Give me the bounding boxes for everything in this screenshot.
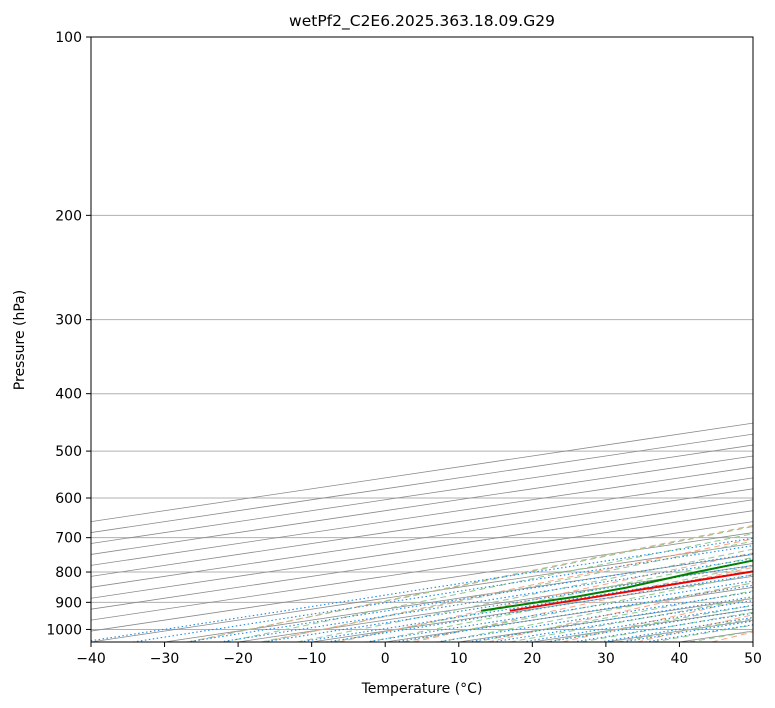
isotherm--40 <box>91 543 753 642</box>
y-tick-label: 600 <box>55 491 82 507</box>
mixing-ratio-0.6 <box>219 558 753 642</box>
dry-adiabat--20 <box>264 538 753 642</box>
moist-adiabat--20 <box>260 540 753 642</box>
grid-lines <box>91 37 753 642</box>
x-axis-label: Temperature (°C) <box>361 681 483 697</box>
x-tick-label: 20 <box>523 651 541 667</box>
x-tick-label: −40 <box>76 651 106 667</box>
y-tick-label: 1000 <box>46 622 82 638</box>
x-tick-label: −10 <box>297 651 327 667</box>
isotherm-40 <box>679 630 753 642</box>
isotherm--130 <box>91 444 753 544</box>
x-tick-label: 10 <box>450 651 468 667</box>
isotherm--20 <box>238 565 753 642</box>
x-tick-label: −30 <box>150 651 180 667</box>
y-tick-label: 100 <box>55 30 82 46</box>
y-tick-label: 700 <box>55 531 82 547</box>
dry-adiabat-10 <box>487 581 753 642</box>
y-axis-label: Pressure (hPa) <box>12 290 28 390</box>
mixing-ratio-0.1 <box>91 537 753 642</box>
mixing-ratio-1.5 <box>299 570 753 642</box>
y-tick-label: 800 <box>55 565 82 581</box>
isotherm--30 <box>164 554 753 642</box>
isotherm--90 <box>91 488 753 588</box>
mixing-ratio-13 <box>522 604 753 642</box>
isotherm--80 <box>91 499 753 599</box>
moist-adiabat--5 <box>368 565 753 642</box>
x-tick-label: 30 <box>597 651 615 667</box>
moist-adiabat-0 <box>403 574 753 642</box>
x-tick-label: −20 <box>223 651 253 667</box>
mixing-ratio-10 <box>492 600 753 642</box>
moist-adiabat-15 <box>509 597 753 642</box>
isotherm--70 <box>91 510 753 610</box>
mixing-ratio-8 <box>467 596 753 642</box>
isotherm--140 <box>91 433 753 533</box>
y-tick-label: 400 <box>55 387 82 403</box>
x-tick-label: 0 <box>381 651 390 667</box>
isotherm--100 <box>91 477 753 577</box>
isotherm-10 <box>458 597 753 642</box>
x-tick-label: 40 <box>671 651 689 667</box>
temperature-profile <box>509 570 753 612</box>
moist-adiabat-5 <box>438 582 753 642</box>
moist-adiabat-25 <box>580 611 753 642</box>
plot-frame <box>90 36 754 643</box>
isotherm--120 <box>91 455 753 555</box>
isotherm--50 <box>91 532 753 632</box>
y-tick-label: 900 <box>55 595 82 611</box>
y-axis: 100 200 300 400 500 600 700 800 900 1000 <box>46 30 91 638</box>
isotherm--60 <box>91 521 753 621</box>
y-tick-label: 200 <box>55 208 82 224</box>
thermo-guides <box>91 524 753 642</box>
mixing-ratio-6 <box>436 591 753 642</box>
moist-adiabat-30 <box>616 618 753 642</box>
y-tick-label: 500 <box>55 444 82 460</box>
isotherm-0 <box>385 586 753 642</box>
chart-title: wetPf2_C2E6.2025.363.18.09.G29 <box>289 12 555 31</box>
isotherm--110 <box>91 466 753 566</box>
x-axis: −40 −30 −20 −10 0 10 20 30 40 50 <box>76 642 762 667</box>
isotherm--150 <box>91 422 753 523</box>
dry-adiabat-0 <box>413 566 753 642</box>
y-tick-label: 300 <box>55 313 82 329</box>
moist-adiabat--30 <box>188 525 753 642</box>
isotherm-20 <box>532 608 753 642</box>
dry-adiabat--30 <box>189 524 753 642</box>
moist-adiabat-10 <box>474 590 753 642</box>
mixing-ratio-4 <box>394 584 753 642</box>
x-tick-label: 50 <box>744 651 762 667</box>
mixing-ratio-36 <box>645 624 753 642</box>
isotherm-50 <box>752 641 753 642</box>
